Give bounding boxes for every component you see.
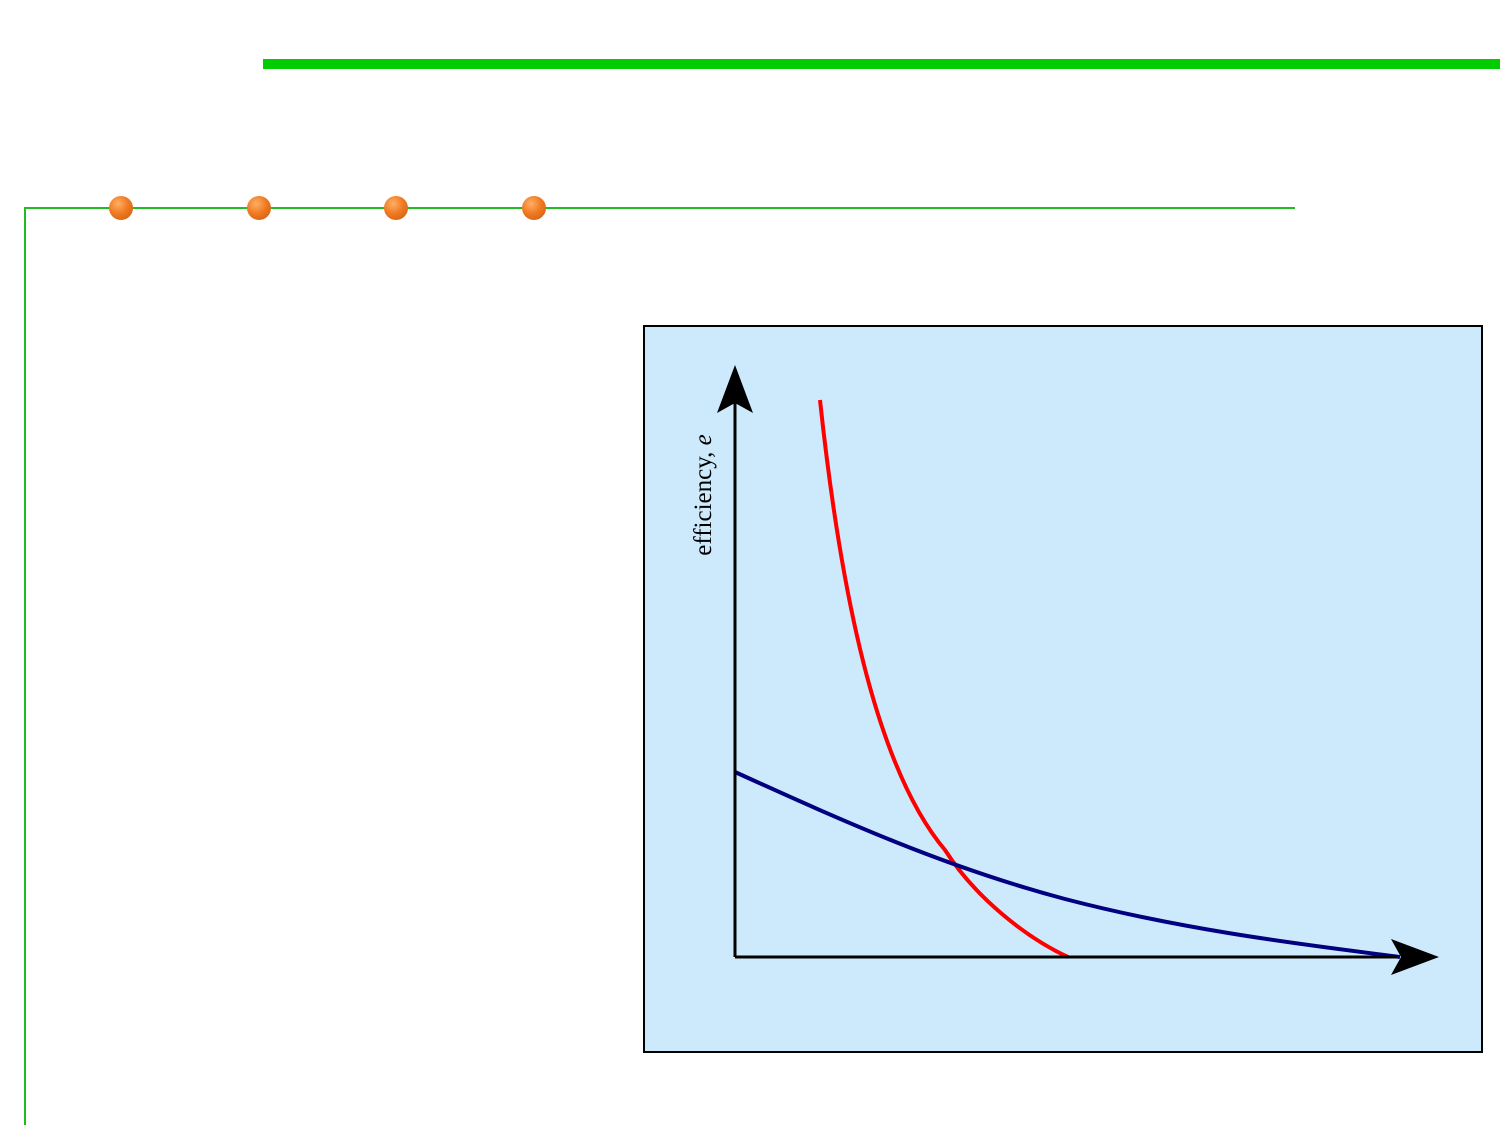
diagram-panel — [643, 325, 1483, 1053]
bullet-dot-3 — [384, 196, 408, 220]
y-axis-label-variable: e — [690, 434, 717, 446]
blue-curve — [734, 770, 1401, 959]
bullet-dot-2 — [247, 196, 271, 220]
y-axis-label: efficiency, e — [690, 434, 718, 555]
diagram-svg — [717, 365, 1439, 975]
red-curve — [818, 399, 1069, 959]
y-axis-label-text: efficiency, — [690, 445, 717, 556]
bullet-dot-4 — [522, 196, 546, 220]
top-accent-bar — [263, 59, 1500, 69]
bullet-dot-1 — [109, 196, 133, 220]
header-rule — [24, 207, 1295, 209]
x-axis-arrowhead — [1391, 939, 1439, 975]
y-axis-arrowhead — [717, 365, 753, 413]
left-rule — [24, 207, 26, 1125]
